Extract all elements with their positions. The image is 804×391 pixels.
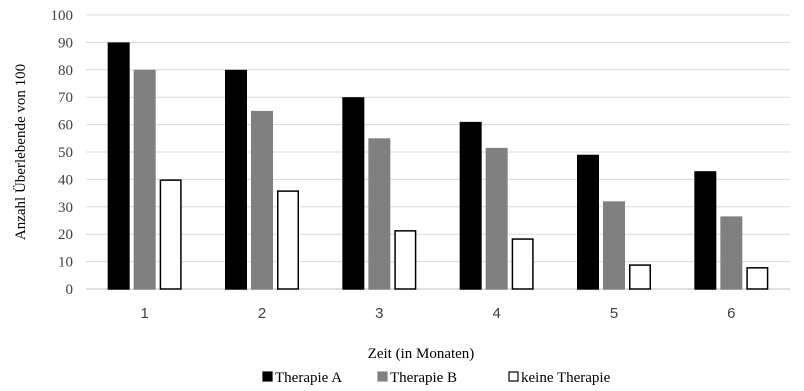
bar-therapie-b-2 (251, 110, 273, 290)
y-tick-label: 30 (58, 200, 73, 216)
y-tick-label: 100 (51, 8, 74, 24)
bar-therapie-b-1 (133, 69, 156, 290)
y-axis-title: Anzahl Überlebende von 100 (12, 64, 29, 240)
legend: Therapie A Therapie B keine Therapie (262, 370, 611, 386)
y-tick-label: 60 (58, 118, 73, 134)
y-tick-label: 90 (58, 35, 73, 51)
y-tick-label: 70 (58, 90, 73, 106)
bar-therapie-a-3 (342, 97, 365, 290)
y-tick-label: 80 (58, 63, 73, 79)
bar-therapie-b-6 (720, 216, 743, 290)
x-tick-label: 2 (258, 305, 266, 322)
x-tick-labels: 1 2 3 4 5 6 (140, 305, 735, 322)
legend-swatch-keine-therapie (508, 371, 519, 382)
legend-label-keine-therapie: keine Therapie (521, 370, 611, 386)
bar-keine-therapie-2 (277, 190, 299, 290)
y-tick-label: 0 (66, 282, 74, 298)
gridlines (86, 14, 790, 290)
bar-therapie-b-3 (368, 138, 391, 290)
bar-keine-therapie-4 (511, 238, 534, 290)
bar-keine-therapie-3 (394, 230, 417, 290)
bar-therapie-a-4 (459, 121, 482, 290)
x-tick-label: 6 (727, 305, 735, 322)
bar-therapie-b-5 (603, 201, 625, 290)
bar-keine-therapie-5 (629, 264, 651, 290)
y-tick-label: 40 (58, 172, 73, 188)
legend-label-therapie-b: Therapie B (390, 370, 457, 386)
bars (107, 42, 769, 290)
y-tick-labels: 0 10 20 30 40 50 60 70 80 90 100 (51, 8, 74, 298)
legend-label-therapie-a: Therapie A (275, 370, 342, 386)
x-tick-label: 3 (375, 305, 383, 322)
bar-therapie-a-5 (577, 154, 599, 290)
bar-therapie-a-6 (694, 171, 717, 290)
x-tick-label: 4 (492, 305, 500, 322)
y-tick-label: 50 (58, 145, 73, 161)
bar-therapie-a-2 (225, 69, 247, 290)
legend-swatch-therapie-a (262, 371, 273, 382)
x-axis-title: Zeit (in Monaten) (368, 346, 475, 362)
bar-therapie-b-4 (485, 147, 508, 290)
bar-therapie-a-1 (107, 42, 130, 290)
x-tick-label: 1 (140, 305, 148, 322)
bar-keine-therapie-1 (159, 179, 182, 290)
y-tick-label: 10 (58, 255, 73, 271)
bar-keine-therapie-6 (746, 267, 769, 290)
legend-swatch-therapie-b (377, 371, 388, 382)
y-tick-label: 20 (58, 227, 73, 243)
x-tick-label: 5 (610, 305, 618, 322)
